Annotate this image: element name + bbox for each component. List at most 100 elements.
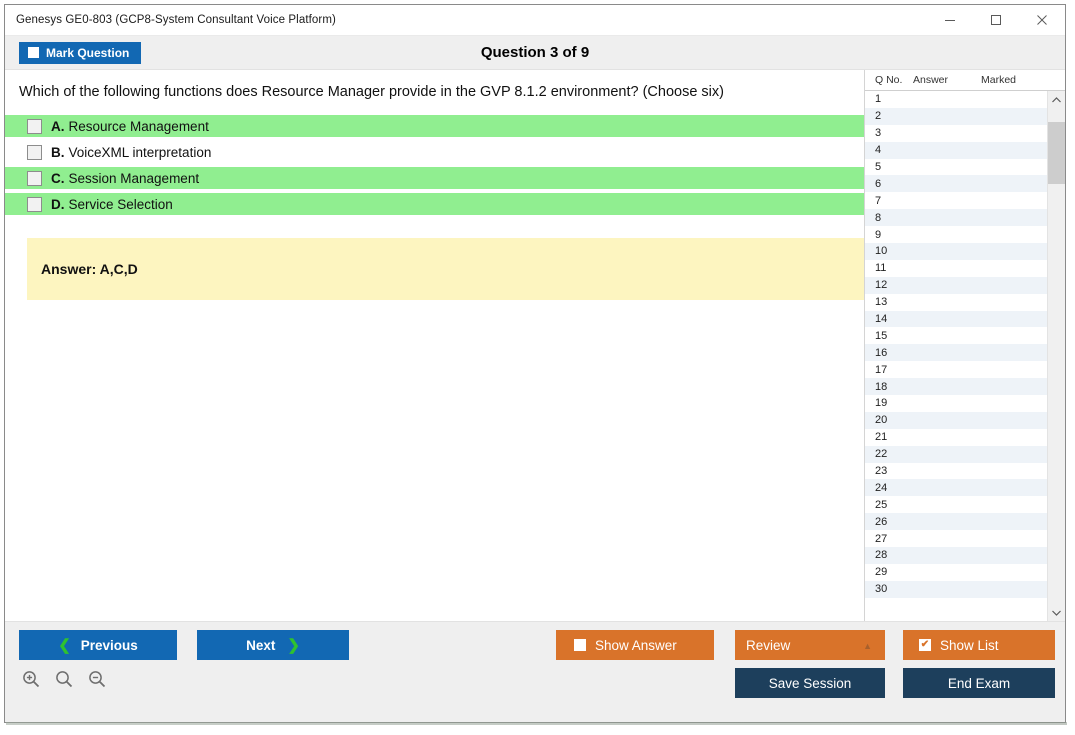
question-list-row[interactable]: 15 [865, 327, 1047, 344]
question-list-row[interactable]: 9 [865, 226, 1047, 243]
option-text-c: Session Management [68, 170, 200, 186]
question-list-row[interactable]: 21 [865, 429, 1047, 446]
scroll-down-arrow-icon[interactable] [1048, 604, 1065, 621]
question-list-row[interactable]: 4 [865, 141, 1047, 159]
question-list-row[interactable]: 26 [865, 513, 1047, 531]
close-icon[interactable] [1019, 5, 1065, 35]
show-answer-label: Show Answer [595, 637, 677, 653]
show-list-checkbox-icon[interactable]: ✔ [919, 639, 931, 651]
row-question-number: 6 [875, 177, 882, 190]
row-question-number: 15 [875, 329, 888, 342]
question-list-row[interactable]: 2 [865, 107, 1047, 125]
row-question-number: 1 [875, 93, 882, 106]
mark-question-label: Mark Question [46, 45, 130, 60]
question-list-row[interactable]: 30 [865, 580, 1047, 598]
end-exam-button[interactable]: End Exam [903, 668, 1055, 698]
row-question-number: 28 [875, 549, 888, 562]
question-text: Which of the following functions does Re… [19, 84, 724, 100]
next-button[interactable]: Next ❯ [197, 630, 349, 660]
show-list-button[interactable]: ✔ Show List [903, 630, 1055, 660]
row-question-number: 21 [875, 431, 888, 444]
option-checkbox-d[interactable] [27, 196, 42, 212]
question-list-row[interactable]: 17 [865, 361, 1047, 378]
scrollbar-thumb[interactable] [1048, 122, 1065, 184]
option-row-a[interactable]: A. Resource Management [5, 115, 864, 138]
row-question-number: 19 [875, 397, 888, 410]
question-list-row[interactable]: 11 [865, 260, 1047, 277]
row-question-number: 23 [875, 465, 888, 478]
save-session-button[interactable]: Save Session [735, 668, 885, 698]
row-question-number: 10 [875, 245, 888, 258]
row-question-number: 11 [875, 262, 887, 275]
answer-text: Answer: A,C,D [41, 261, 138, 278]
mark-question-checkbox-icon[interactable] [28, 47, 39, 58]
answer-panel: Answer: A,C,D [27, 238, 864, 301]
scrollbar-track[interactable] [1048, 108, 1065, 604]
scroll-up-arrow-icon[interactable] [1048, 91, 1065, 108]
question-list-row[interactable]: 16 [865, 344, 1047, 362]
option-row-d[interactable]: D. Service Selection [5, 193, 864, 216]
zoom-reset-icon[interactable] [54, 669, 74, 689]
question-list-scrollbar[interactable] [1047, 91, 1065, 621]
row-question-number: 8 [875, 211, 882, 224]
question-list-row[interactable]: 8 [865, 209, 1047, 227]
question-list-row[interactable]: 5 [865, 159, 1047, 176]
zoom-out-icon[interactable] [87, 669, 107, 689]
question-list-row[interactable]: 20 [865, 411, 1047, 429]
question-list-row[interactable]: 23 [865, 463, 1047, 480]
footer-toolbar: ❮ Previous Next ❯ Show Answer Review ▲ ✔… [5, 621, 1065, 722]
page-title: Question 3 of 9 [480, 44, 590, 61]
row-question-number: 4 [875, 144, 882, 157]
option-letter-d: D. [51, 196, 65, 212]
zoom-toolbar [21, 669, 107, 689]
question-list-row[interactable]: 1 [865, 91, 1047, 108]
option-checkbox-c[interactable] [27, 170, 42, 186]
option-letter-a: A. [51, 118, 65, 134]
row-question-number: 24 [875, 481, 888, 494]
question-list-row[interactable]: 27 [865, 530, 1047, 547]
question-list-row[interactable]: 28 [865, 547, 1047, 564]
review-dropdown[interactable]: Review ▲ [735, 630, 885, 660]
question-list-row[interactable]: 7 [865, 192, 1047, 209]
question-list-row[interactable]: 3 [865, 125, 1047, 142]
mark-question-button[interactable]: Mark Question [19, 41, 142, 64]
question-list-row[interactable]: 13 [865, 294, 1047, 311]
question-list-rows: 1 2 3 4 5 6 7 8 9 10 11 12 13 14 15 16 17 18 19 20 21 22 23 24 2… [865, 91, 1047, 621]
next-label: Next [246, 637, 276, 653]
exam-window: Genesys GE0-803 (GCP8-System Consultant … [4, 4, 1067, 725]
question-list-row[interactable]: 14 [865, 310, 1047, 328]
question-list-row[interactable]: 25 [865, 496, 1047, 513]
question-list-row[interactable]: 10 [865, 243, 1047, 260]
question-list-row[interactable]: 24 [865, 479, 1047, 497]
question-list-row[interactable]: 22 [865, 445, 1047, 463]
previous-label: Previous [80, 637, 138, 653]
option-text-a: Resource Management [68, 118, 209, 134]
option-row-c[interactable]: C. Session Management [5, 167, 864, 190]
question-list-row[interactable]: 18 [865, 378, 1047, 396]
question-list-row[interactable]: 12 [865, 276, 1047, 294]
question-list-header: Q No. Answer Marked [865, 70, 1065, 91]
option-checkbox-a[interactable] [27, 118, 42, 134]
previous-button[interactable]: ❮ Previous [19, 630, 177, 660]
question-list-row[interactable]: 6 [865, 175, 1047, 193]
option-row-b[interactable]: B. VoiceXML interpretation [5, 141, 864, 163]
row-question-number: 16 [875, 346, 888, 359]
zoom-in-icon[interactable] [21, 669, 41, 689]
chevron-right-icon: ❯ [287, 636, 300, 654]
question-list-row[interactable]: 29 [865, 564, 1047, 581]
question-list-panel: Q No. Answer Marked 1 2 3 4 5 6 7 8 9 10 11 12 13 14 1… [864, 70, 1065, 621]
row-question-number: 27 [875, 532, 888, 545]
question-list-row[interactable]: 19 [865, 395, 1047, 412]
minimize-icon[interactable] [927, 5, 973, 35]
question-header-bar: Mark Question Question 3 of 9 [5, 36, 1065, 70]
row-question-number: 7 [875, 194, 882, 207]
row-question-number: 30 [875, 583, 888, 596]
question-pane: Which of the following functions does Re… [5, 70, 864, 621]
maximize-icon[interactable] [973, 5, 1019, 35]
show-answer-button[interactable]: Show Answer [556, 630, 714, 660]
option-checkbox-b[interactable] [27, 144, 42, 160]
show-answer-checkbox-icon[interactable] [574, 639, 586, 651]
row-question-number: 13 [875, 296, 888, 309]
row-question-number: 5 [875, 161, 882, 173]
